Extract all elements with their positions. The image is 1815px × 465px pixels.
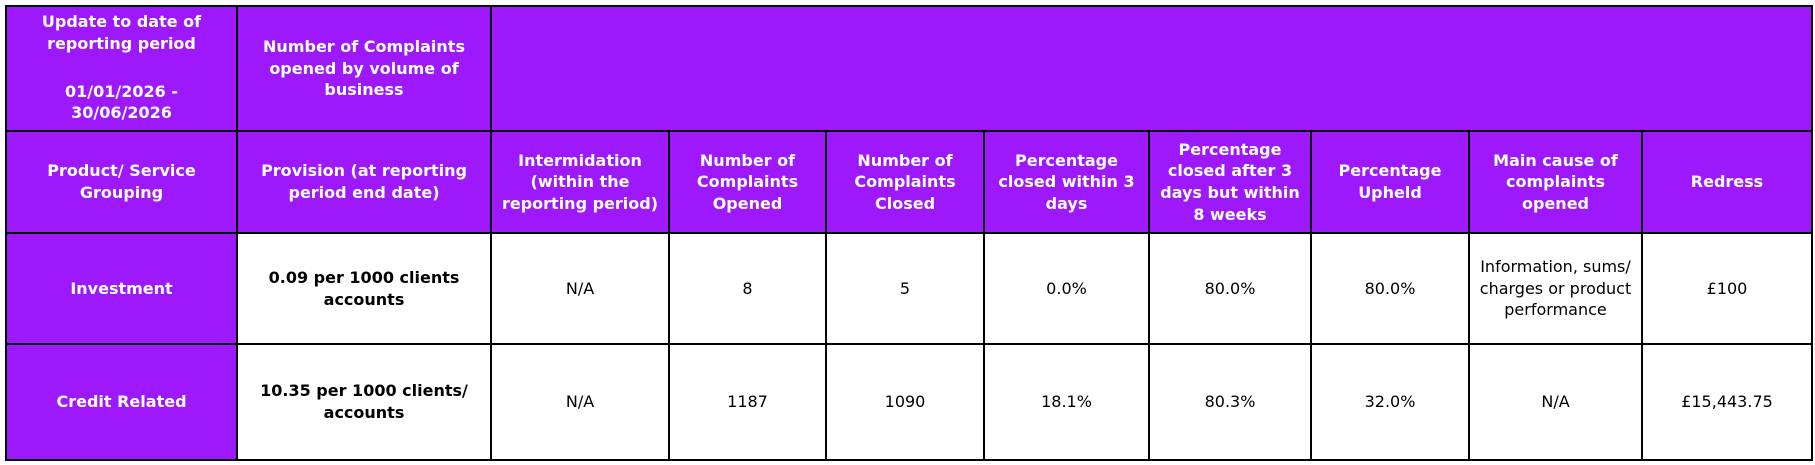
cell: 80.0% [1148,232,1312,345]
cell: 18.1% [983,343,1150,461]
column-header: Provision (at reporting period end date) [236,130,492,234]
column-header: Percentage closed within 3 days [983,130,1150,234]
period-cell: Update to date of reporting period 01/01… [5,5,238,132]
volume-label: Number of Complaints opened by volume of… [236,5,492,132]
column-header: Intermidation (within the reporting peri… [490,130,670,234]
cell: £15,443.75 [1641,343,1813,461]
cell: £100 [1641,232,1813,345]
cell: 80.3% [1148,343,1312,461]
cell: 32.0% [1310,343,1470,461]
data-row: Investment 0.09 per 1000 clients accounts… [5,232,1813,345]
row-header: Credit Related [5,343,238,461]
cell: Information, sums/ charges or product pe… [1468,232,1643,345]
header-blank [490,5,1813,132]
complaints-table: Update to date of reporting period 01/01… [5,5,1813,461]
column-header: Redress [1641,130,1813,234]
cell: 1187 [668,343,827,461]
period-label: Update to date of reporting period [41,12,202,53]
cell: 80.0% [1310,232,1470,345]
cell: 0.09 per 1000 clients accounts [236,232,492,345]
column-header: Product/ Service Grouping [5,130,238,234]
cell: N/A [490,343,670,461]
cell: 1090 [825,343,985,461]
data-row: Credit Related 10.35 per 1000 clients/ ac… [5,343,1813,461]
cell: 10.35 per 1000 clients/ accounts [236,343,492,461]
cell: 5 [825,232,985,345]
period: 01/01/2026 - 30/06/2026 [65,81,178,123]
cell: 8 [668,232,827,345]
cell: 0.0% [983,232,1150,345]
column-header: Main cause of complaints opened [1468,130,1643,234]
column-header: Percentage Upheld [1310,130,1470,234]
column-header: Number of Complaints Opened [668,130,827,234]
row-header: Investment [5,232,238,345]
column-header: Number of Complaints Closed [825,130,985,234]
cell: N/A [1468,343,1643,461]
cell: N/A [490,232,670,345]
column-header-row: Product/ Service Grouping Provision (at r… [5,130,1813,234]
top-header-row: Update to date of reporting period 01/01… [5,5,1813,132]
column-header: Percentage closed after 3 days but withi… [1148,130,1312,234]
